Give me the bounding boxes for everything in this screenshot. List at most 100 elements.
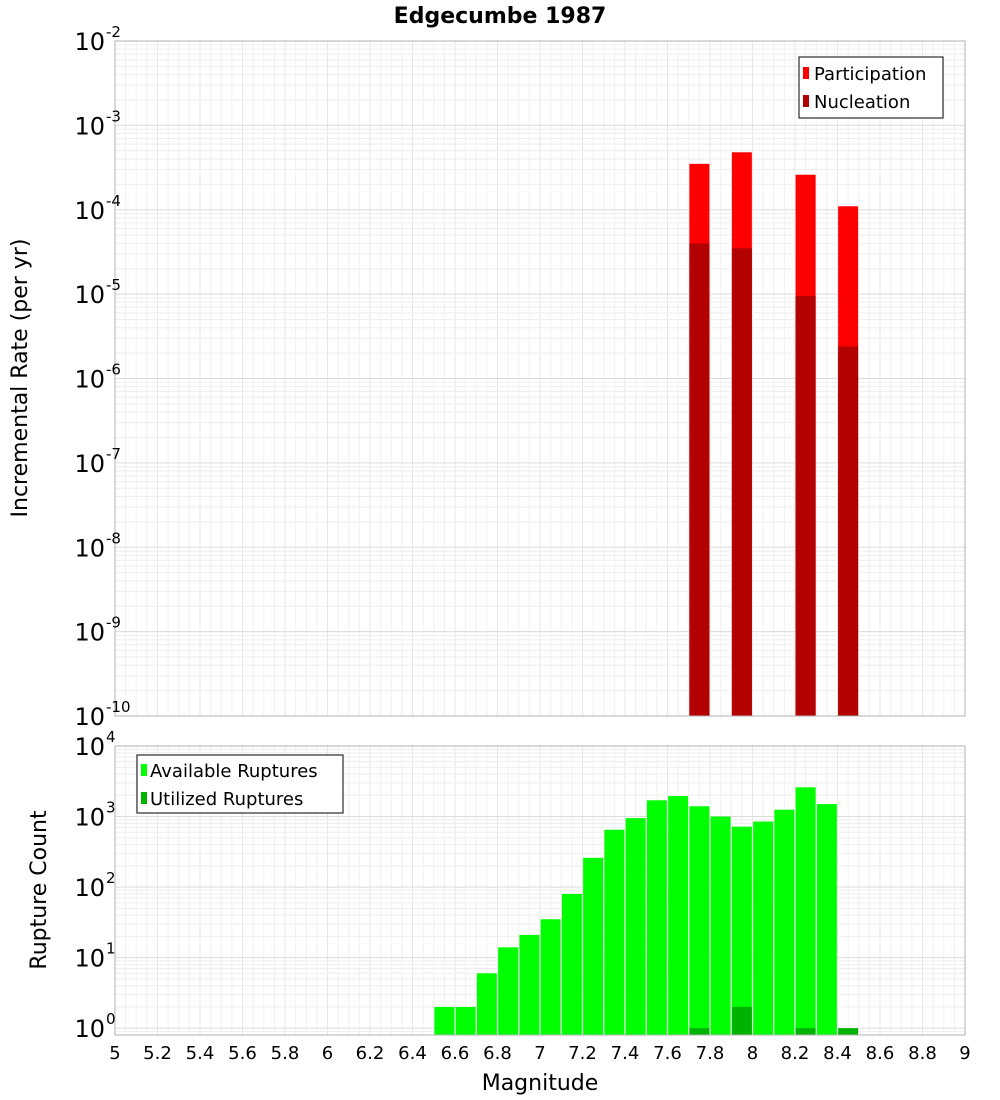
y-tick-label: 10 4: [74, 728, 115, 761]
y-tick-exponent: 4: [106, 728, 116, 746]
top-legend: Participation Nucleation: [798, 56, 944, 119]
top-y-axis-label: Incremental Rate (per yr): [8, 239, 33, 518]
x-tick-label: 8.6: [866, 1043, 895, 1064]
x-tick-label: 5: [109, 1043, 120, 1064]
y-tick-exponent: -10: [106, 698, 131, 716]
y-tick-base: 10: [74, 874, 105, 902]
x-tick-label: 6.8: [483, 1043, 512, 1064]
y-tick-label: 10 1: [74, 940, 115, 973]
bar-series0-16: [774, 809, 795, 1035]
legend-swatch-utilized: [141, 792, 147, 804]
bottom-y-axis-label: Rupture Count: [27, 810, 52, 970]
y-tick-exponent: -9: [106, 614, 121, 632]
chart-title: Edgecumbe 1987: [394, 4, 607, 29]
legend-label-utilized: Utilized Ruptures: [150, 789, 303, 810]
bar-series1-2: [795, 296, 816, 716]
bar-series0-18: [816, 804, 837, 1035]
y-tick-base: 10: [74, 703, 105, 731]
y-tick-label: 10 -9: [74, 614, 121, 647]
y-tick-label: 10 2: [74, 869, 115, 902]
x-tick-label: 7.4: [611, 1043, 640, 1064]
bar-series1-3: [838, 346, 859, 716]
y-tick-base: 10: [74, 366, 105, 394]
x-tick-label: 5.6: [228, 1043, 257, 1064]
bottom-legend-box: [136, 754, 344, 814]
y-tick-exponent: -2: [106, 23, 121, 41]
y-tick-exponent: -8: [106, 529, 121, 547]
bar-series0-2: [476, 973, 497, 1035]
y-tick-exponent: -4: [106, 192, 121, 210]
x-tick-label: 8: [747, 1043, 758, 1064]
legend-swatch-participation: [803, 67, 809, 79]
bottom-bars: [434, 787, 859, 1035]
bottom-legend: Available Ruptures Utilized Ruptures: [136, 754, 344, 814]
bar-series0-1: [455, 1006, 476, 1035]
y-tick-exponent: 2: [106, 869, 116, 887]
x-tick-label: 8.4: [823, 1043, 852, 1064]
legend-label-nucleation: Nucleation: [814, 92, 910, 113]
x-tick-label: 6.6: [441, 1043, 470, 1064]
x-tick-label: 6.2: [356, 1043, 385, 1064]
bar-series0-0: [434, 1006, 455, 1035]
y-tick-exponent: -5: [106, 276, 121, 294]
x-tick-label: 7.6: [653, 1043, 682, 1064]
top-plot-border: [114, 40, 966, 717]
y-tick-base: 10: [74, 112, 105, 140]
x-tick-labels: 5 5.2 5.4 5.6 5.8 6 6.2 6.4 6.6 6.8 7 7.2 7.4 7.6 7.8 8…: [109, 1043, 970, 1064]
top-legend-box: [798, 56, 944, 119]
x-tick-label: 5.8: [271, 1043, 300, 1064]
top-grid: [114, 40, 966, 717]
y-tick-exponent: -7: [106, 445, 121, 463]
y-tick-base: 10: [74, 945, 105, 973]
y-tick-base: 10: [74, 534, 105, 562]
x-tick-label: 9: [959, 1043, 970, 1064]
y-tick-label: 10 -5: [74, 276, 121, 309]
bar-series0-6: [561, 893, 582, 1035]
bar-series0-5: [540, 919, 561, 1035]
y-tick-base: 10: [74, 197, 105, 225]
bar-series0-7: [583, 857, 604, 1035]
y-tick-exponent: -6: [106, 361, 121, 379]
y-tick-exponent: 3: [106, 799, 116, 817]
x-tick-label: 7.8: [696, 1043, 725, 1064]
y-tick-label: 10 -8: [74, 529, 121, 562]
bar-series1-0: [689, 243, 710, 717]
x-tick-label: 5.2: [143, 1043, 172, 1064]
bar-series0-11: [668, 796, 689, 1035]
bar-series1-3: [838, 1028, 859, 1035]
bar-series0-3: [498, 947, 519, 1035]
top-bars: [689, 152, 859, 717]
bar-series1-1: [731, 1006, 752, 1035]
legend-label-participation: Participation: [814, 64, 926, 85]
y-tick-label: 10 -4: [74, 192, 121, 225]
y-tick-base: 10: [74, 619, 105, 647]
y-tick-label: 10 -6: [74, 361, 121, 394]
y-tick-base: 10: [74, 450, 105, 478]
legend-label-available: Available Ruptures: [150, 761, 318, 782]
x-tick-label: 8.8: [908, 1043, 937, 1064]
y-tick-label: 10 -2: [74, 23, 121, 56]
x-tick-label: 7.2: [568, 1043, 597, 1064]
bottom-plot-border: [114, 745, 966, 1036]
y-tick-base: 10: [74, 733, 105, 761]
y-tick-label: 10 -3: [74, 107, 121, 140]
bar-series1-1: [731, 248, 752, 717]
bar-series0-13: [710, 816, 731, 1035]
bar-series1-0: [689, 1028, 710, 1035]
y-tick-base: 10: [74, 281, 105, 309]
bar-series0-15: [753, 821, 774, 1035]
legend-swatch-available: [141, 764, 147, 776]
bar-series0-10: [646, 800, 667, 1035]
x-axis-label: Magnitude: [482, 1071, 599, 1096]
bar-series0-17: [795, 787, 816, 1035]
bar-series0-14: [731, 826, 752, 1035]
y-tick-exponent: -3: [106, 107, 121, 125]
x-tick-label: 6.4: [398, 1043, 427, 1064]
bar-series1-2: [795, 1028, 816, 1035]
y-tick-label: 10 3: [74, 799, 115, 832]
x-tick-label: 8.2: [781, 1043, 810, 1064]
